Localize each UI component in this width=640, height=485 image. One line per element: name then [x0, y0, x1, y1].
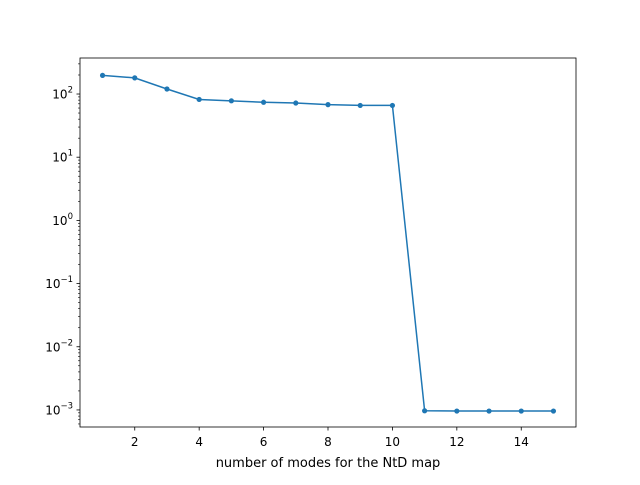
y-tick-label: 101 — [52, 149, 73, 165]
y-tick-label: 100 — [52, 212, 73, 228]
y-tick-label: 10−1 — [45, 275, 73, 291]
data-point — [422, 408, 428, 414]
x-tick-label: 2 — [131, 435, 139, 449]
x-ticks: 2 4 6 8 10 12 14 — [131, 427, 529, 449]
data-point — [132, 75, 138, 81]
data-point — [357, 102, 363, 109]
x-tick-label: 8 — [324, 435, 332, 449]
data-point — [518, 408, 524, 414]
y-ticks: 102 101 100 10−1 10−2 10−3 — [45, 63, 80, 425]
y-tick-label: 10−2 — [45, 338, 73, 354]
y-tick-label: 102 — [52, 86, 73, 102]
x-tick-label: 6 — [260, 435, 268, 449]
plot-frame — [79, 57, 577, 428]
x-tick-label: 14 — [514, 435, 529, 449]
series-layer — [99, 72, 557, 414]
data-point — [486, 408, 492, 414]
data-point — [196, 96, 202, 103]
data-point — [293, 100, 299, 106]
y-tick-label: 10−3 — [45, 401, 73, 417]
plot-area — [80, 58, 576, 427]
data-point — [99, 72, 106, 79]
x-tick-label: 10 — [385, 435, 400, 449]
x-axis-label: number of modes for the NtD map — [216, 456, 441, 471]
data-point — [164, 86, 170, 92]
data-point — [325, 102, 331, 108]
data-point — [389, 102, 396, 109]
data-point — [260, 99, 267, 105]
x-tick-label: 4 — [195, 435, 203, 449]
data-point — [454, 408, 460, 414]
data-point — [550, 408, 557, 414]
data-point — [228, 98, 234, 104]
x-tick-label: 12 — [449, 435, 464, 449]
